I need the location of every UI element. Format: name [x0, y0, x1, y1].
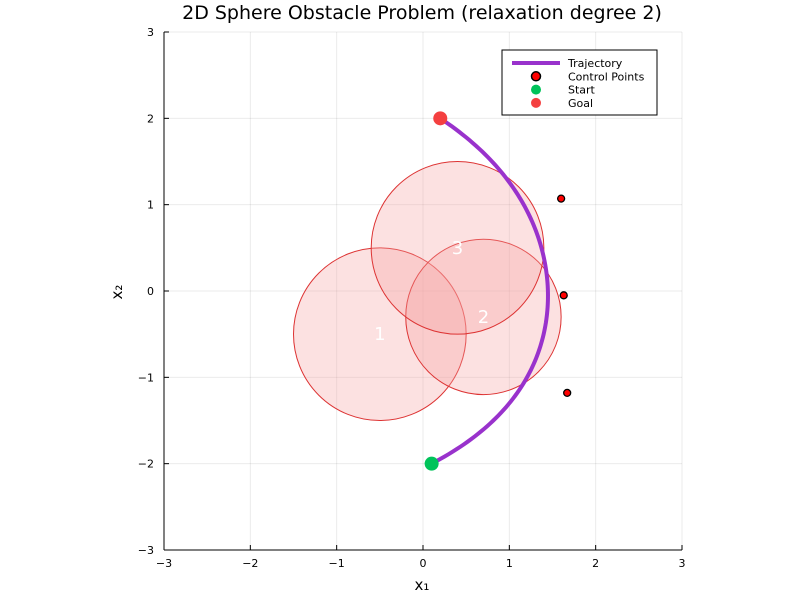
y-tick-label-1: −2: [138, 458, 154, 471]
markers: [424, 111, 572, 471]
legend-label-0: Trajectory: [567, 57, 623, 70]
legend-swatch-goal: [531, 97, 541, 108]
x-tick-label-6: 3: [679, 557, 686, 570]
obstacle-3: [370, 161, 545, 335]
chart-title: 2D Sphere Obstacle Problem (relaxation d…: [182, 2, 662, 24]
control-point-1: [559, 291, 568, 300]
x-axis-label: x₁: [415, 576, 430, 594]
x-tick-label-1: −2: [242, 557, 258, 570]
y-axis-label: x₂: [108, 285, 126, 300]
y-tick-label-3: 0: [147, 285, 154, 298]
y-tick-label-5: 2: [147, 112, 154, 125]
trajectory-line: [429, 116, 550, 466]
y-tick-label-0: −3: [138, 544, 154, 557]
grid: [163, 31, 683, 551]
tick-labels: −3 −2 −1 0 1 2 3 −3 −2 −1 0 1 2 3: [138, 26, 686, 570]
control-point-0: [563, 388, 572, 398]
trajectory-layer: [429, 116, 550, 466]
x-tick-label-0: −3: [156, 557, 172, 570]
legend-label-3: Goal: [568, 97, 593, 110]
goal-point: [433, 111, 448, 126]
x-tick-label-3: 0: [420, 557, 427, 570]
legend-label-2: Start: [568, 84, 596, 97]
control-point-2: [556, 194, 566, 203]
x-tick-label-2: −1: [329, 557, 345, 570]
legend-swatch-start: [531, 84, 541, 95]
obstacle-label-3: 3: [452, 238, 463, 259]
y-tick-label-2: −1: [138, 371, 154, 384]
y-tick-label-4: 1: [147, 199, 154, 212]
x-tick-label-4: 1: [506, 557, 513, 570]
obstacle-label-2: 2: [478, 307, 489, 328]
x-tick-label-5: 2: [592, 557, 599, 570]
legend-label-1: Control Points: [568, 70, 645, 83]
legend-box: [501, 49, 658, 116]
obstacles: 1 2 3: [293, 161, 562, 421]
start-point: [424, 456, 439, 471]
obstacle-label-1: 1: [374, 324, 385, 345]
axes: [163, 31, 683, 551]
y-tick-label-6: 3: [147, 26, 154, 39]
legend-swatch-control-points: [530, 71, 542, 82]
